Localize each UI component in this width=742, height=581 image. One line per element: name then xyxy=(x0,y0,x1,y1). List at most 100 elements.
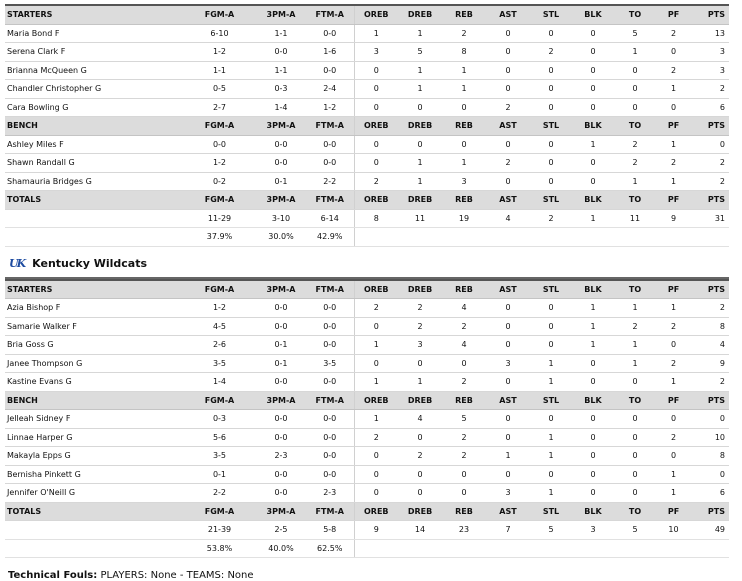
player-row: Makayla Epps G 3-5 2-3 0-0 0 2 2 1 1 0 0 0 8 xyxy=(5,446,729,466)
percentage-cell xyxy=(691,539,729,558)
stat-cell: 0-1 xyxy=(256,172,306,191)
stat-cell: 0 xyxy=(398,98,442,117)
stat-cell: 0-2 xyxy=(183,172,256,191)
percentages-row: 37.9% 30.0% 42.9% xyxy=(5,227,729,247)
stat-cell: 1 xyxy=(353,409,398,429)
column-header: BLK xyxy=(572,391,614,410)
player-row: Bria Goss G 2-6 0-1 0-0 1 3 4 0 0 1 1 0 4 xyxy=(5,335,729,355)
totals-header-row: TOTALS FGM-A 3PM-A FTM-A OREB DREB REB AST STL BL… xyxy=(5,502,729,521)
column-header: FGM-A xyxy=(183,391,256,410)
stat-cell: 3 xyxy=(691,61,729,80)
stat-cell: 1-2 xyxy=(183,153,256,173)
column-header: TO xyxy=(614,190,656,210)
stat-cell: 2 xyxy=(442,24,486,43)
percentage-cell xyxy=(442,539,486,558)
bench-label: BENCH xyxy=(5,391,183,410)
percentage-cell xyxy=(398,227,442,247)
stat-cell: 4 xyxy=(442,335,486,355)
stat-cell: 1 xyxy=(614,172,656,191)
stat-cell: 1 xyxy=(656,172,691,191)
stat-cell: 0 xyxy=(398,483,442,503)
stat-cell: 1 xyxy=(656,135,691,154)
stat-cell: 0-0 xyxy=(306,24,354,43)
total-cell: 9 xyxy=(353,520,398,540)
total-cell: 2 xyxy=(530,209,572,228)
stat-cell: 0-3 xyxy=(256,79,306,99)
column-header: PTS xyxy=(691,190,729,210)
stat-cell: 0 xyxy=(614,428,656,447)
column-header: DREB xyxy=(398,190,442,210)
stat-cell: 0 xyxy=(572,42,614,62)
player-row: Brianna McQueen G 1-1 1-1 0-0 0 1 1 0 0 0 0 2 3 xyxy=(5,61,729,80)
column-header: TO xyxy=(614,116,656,136)
stat-cell: 0 xyxy=(614,483,656,503)
kentucky-logo-icon: UK xyxy=(9,256,26,270)
stat-cell: 1-2 xyxy=(183,298,256,318)
stat-cell: 2 xyxy=(486,98,530,117)
stat-cell: 5 xyxy=(442,409,486,429)
stat-cell: 0 xyxy=(530,24,572,43)
stat-cell: 0 xyxy=(572,372,614,392)
bench-header-row: BENCH FGM-A 3PM-A FTM-A OREB DREB REB AST STL BLK… xyxy=(5,391,729,410)
stat-cell: 3-5 xyxy=(183,354,256,373)
stat-cell: 2 xyxy=(656,61,691,80)
player-row: Chandler Christopher G 0-5 0-3 2-4 0 1 1 0 0 0 0 1 2 xyxy=(5,79,729,99)
column-header: BLK xyxy=(572,4,614,25)
totals-spacer xyxy=(5,520,183,540)
stat-cell: 0-0 xyxy=(256,483,306,503)
stat-cell: 0-0 xyxy=(256,317,306,336)
technical-fouls-text: PLAYERS: None - TEAMS: None xyxy=(100,570,254,581)
column-header: PTS xyxy=(691,391,729,410)
column-header: AST xyxy=(486,502,530,521)
stat-cell: 0-0 xyxy=(306,428,354,447)
stat-cell: 2-3 xyxy=(306,483,354,503)
column-header: AST xyxy=(486,116,530,136)
stat-cell: 5 xyxy=(398,42,442,62)
stat-cell: 0 xyxy=(486,298,530,318)
total-cell: 3-10 xyxy=(256,209,306,228)
stat-cell: 0 xyxy=(572,354,614,373)
column-header: PTS xyxy=(691,116,729,136)
player-name: Kastine Evans G xyxy=(5,372,183,392)
stat-cell: 0-0 xyxy=(256,409,306,429)
percentage-cell xyxy=(486,539,530,558)
total-cell: 11 xyxy=(398,209,442,228)
stat-cell: 0 xyxy=(656,335,691,355)
stat-cell: 0 xyxy=(486,335,530,355)
column-header: STL xyxy=(530,502,572,521)
stat-cell: 1 xyxy=(530,372,572,392)
stat-cell: 0 xyxy=(398,354,442,373)
stat-cell: 1-1 xyxy=(256,61,306,80)
stat-cell: 4-5 xyxy=(183,317,256,336)
stat-cell: 2 xyxy=(691,172,729,191)
column-header: FTM-A xyxy=(306,116,354,136)
technical-fouls: Technical Fouls: PLAYERS: None - TEAMS: … xyxy=(5,570,729,581)
player-name: Ashley Miles F xyxy=(5,135,183,154)
percentage-cell: 30.0% xyxy=(256,227,306,247)
column-header: PF xyxy=(656,4,691,25)
stat-cell: 0 xyxy=(530,79,572,99)
stat-cell: 0 xyxy=(572,409,614,429)
column-header: FTM-A xyxy=(306,502,354,521)
player-name: Samarie Walker F xyxy=(5,317,183,336)
stat-cell: 0 xyxy=(530,465,572,484)
stat-cell: 0-0 xyxy=(306,135,354,154)
column-header: STL xyxy=(530,190,572,210)
stat-cell: 1 xyxy=(572,135,614,154)
stat-cell: 2 xyxy=(614,135,656,154)
stat-cell: 0 xyxy=(486,172,530,191)
player-name: Linnae Harper G xyxy=(5,428,183,447)
stat-cell: 2 xyxy=(398,446,442,466)
stat-cell: 1-1 xyxy=(256,24,306,43)
percentage-cell xyxy=(486,227,530,247)
stat-cell: 2-2 xyxy=(306,172,354,191)
stat-cell: 0 xyxy=(572,428,614,447)
stat-cell: 0-0 xyxy=(306,372,354,392)
total-cell: 23 xyxy=(442,520,486,540)
stat-cell: 1 xyxy=(614,354,656,373)
stat-cell: 2 xyxy=(353,172,398,191)
column-header: DREB xyxy=(398,502,442,521)
stat-cell: 0 xyxy=(398,135,442,154)
stat-cell: 0 xyxy=(353,135,398,154)
stat-cell: 0 xyxy=(486,428,530,447)
